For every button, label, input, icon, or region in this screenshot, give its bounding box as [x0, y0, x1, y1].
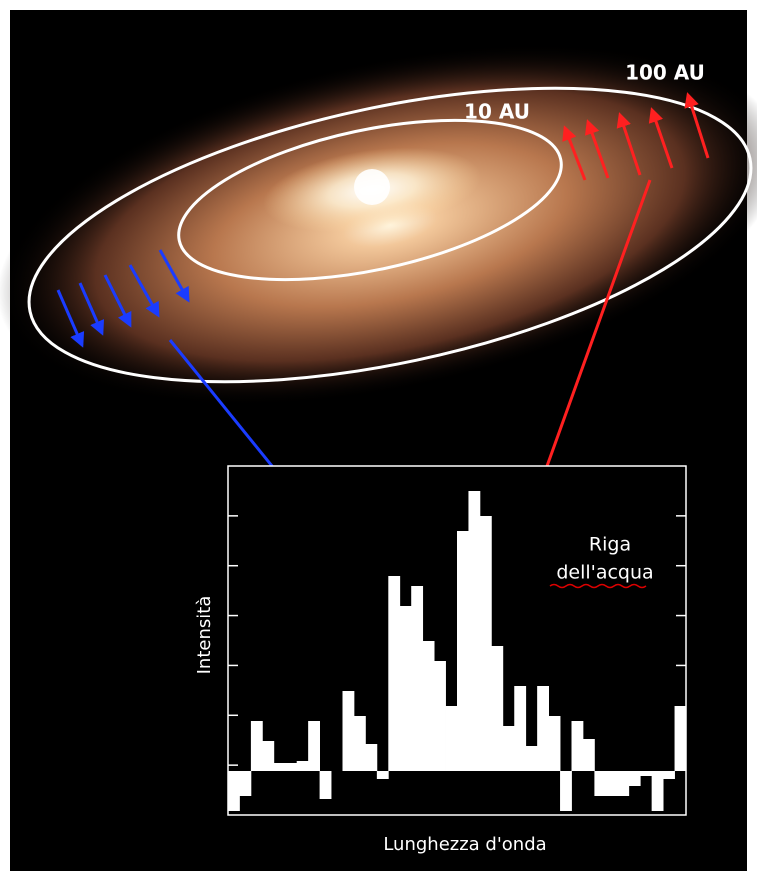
spectrum	[228, 466, 686, 815]
orbit-label: 10 AU	[464, 100, 530, 124]
bar	[343, 691, 355, 771]
y-axis-label: Intensità	[194, 596, 215, 675]
bar	[480, 516, 492, 771]
bar	[549, 716, 561, 771]
bar	[560, 771, 572, 811]
bar	[606, 771, 618, 796]
bar	[320, 771, 332, 799]
bar	[594, 771, 606, 796]
bar	[228, 771, 240, 811]
bar	[617, 771, 629, 796]
bar	[400, 606, 412, 771]
bar	[663, 771, 675, 779]
bar	[239, 771, 251, 796]
bar	[262, 741, 274, 771]
bar	[251, 721, 263, 771]
bar	[629, 771, 641, 786]
bar	[652, 771, 664, 811]
bar	[388, 576, 400, 771]
bar	[446, 706, 458, 771]
bar	[285, 763, 297, 771]
bar	[537, 686, 549, 771]
bar	[354, 716, 366, 771]
bar	[640, 771, 652, 776]
bar	[503, 726, 515, 771]
figure: 100 AU 10 AU Riga dell'acqua Intensità L…	[0, 0, 757, 881]
bar	[468, 491, 480, 771]
x-axis-label: Lunghezza d'onda	[383, 834, 546, 855]
annotation: Riga	[589, 534, 631, 556]
bar	[572, 721, 584, 771]
bar	[274, 763, 286, 771]
bar	[308, 721, 320, 771]
annotation: dell'acqua	[556, 562, 653, 584]
bar	[526, 746, 538, 771]
bar	[411, 586, 423, 771]
orbit-label: 100 AU	[625, 61, 705, 85]
bar	[377, 771, 389, 779]
bar	[491, 646, 503, 771]
bar	[423, 641, 435, 771]
bar	[434, 661, 446, 771]
bar	[365, 744, 377, 771]
star	[354, 169, 390, 205]
bar	[457, 531, 469, 771]
bar	[583, 739, 595, 771]
bar	[514, 686, 526, 771]
bar	[297, 761, 309, 771]
